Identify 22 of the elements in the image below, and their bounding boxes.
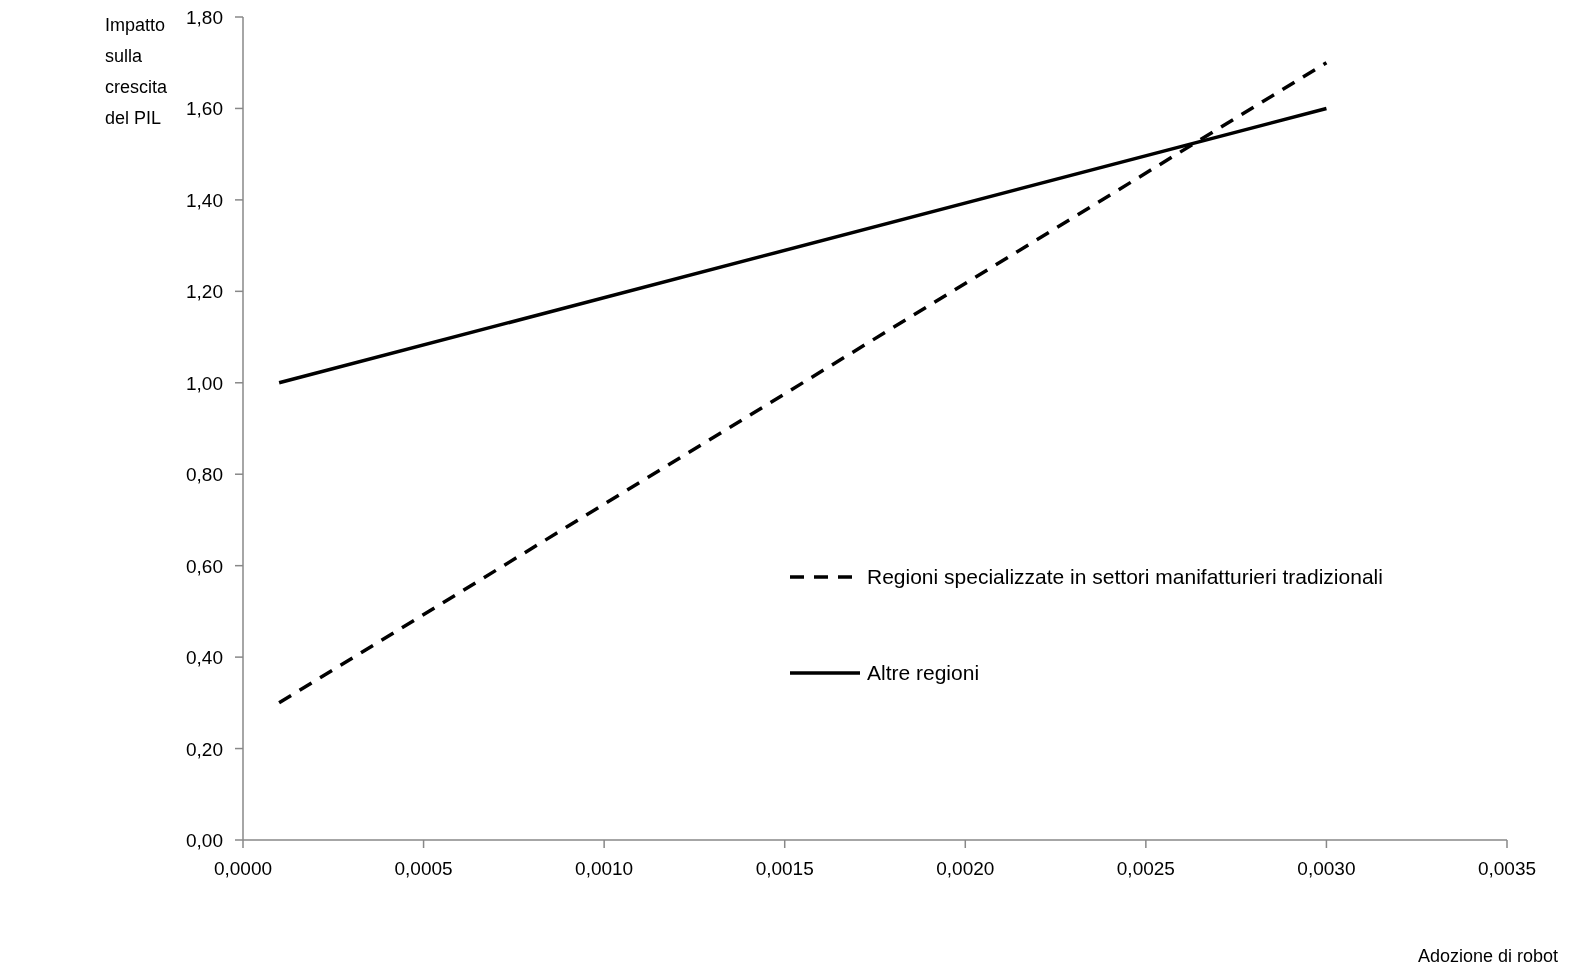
y-tick-label: 0,20	[186, 738, 223, 760]
x-tick-label: 0,0025	[1116, 858, 1175, 879]
x-tick-label: 0,0020	[936, 858, 995, 879]
y-tick-label: 1,60	[186, 98, 223, 120]
x-tick-label: 0,0000	[213, 858, 273, 879]
x-tick-label: 0,0035	[1477, 858, 1537, 879]
y-tick-label: 0,00	[186, 830, 223, 851]
legend-label: Regioni specializzate in settori manifatturieri tradizionali	[867, 565, 1383, 588]
y-tick-label: 0,80	[186, 464, 223, 486]
y-tick-label: 0,60	[186, 555, 223, 577]
legend-label: Altre regioni	[867, 661, 980, 684]
x-tick-label: 0,0010	[575, 858, 634, 879]
y-tick-label: 1,40	[186, 189, 223, 211]
y-tick-label: 1,20	[186, 281, 223, 303]
x-tick-label: 0,0005	[394, 858, 453, 879]
x-tick-label: 0,0015	[755, 858, 814, 879]
y-tick-label: 0,40	[186, 647, 223, 669]
y-tick-label: 1,00	[186, 372, 223, 394]
y-axis-title: Impatto sulla crescita del PIL	[105, 15, 168, 128]
y-tick-label: 1,80	[186, 7, 223, 28]
x-axis-title: Adozione di robot	[1417, 946, 1558, 966]
x-tick-label: 0,0030	[1297, 858, 1356, 879]
